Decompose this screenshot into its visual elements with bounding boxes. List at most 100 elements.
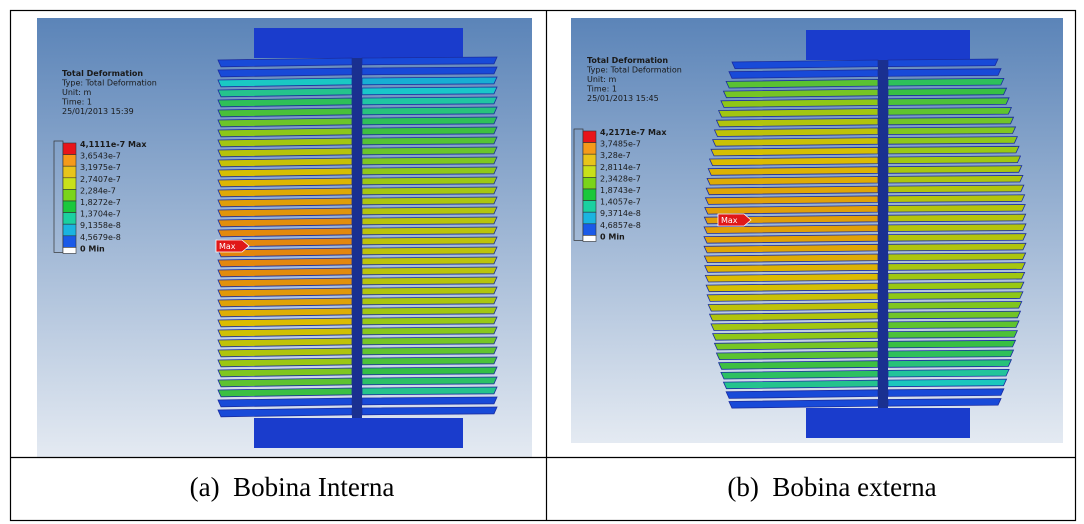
coil-disc <box>887 301 1023 310</box>
legend-swatch <box>582 142 597 155</box>
coil-disc <box>887 204 1026 213</box>
max-label: Max <box>219 242 236 251</box>
coil-disc <box>217 117 353 128</box>
legend-label: 1,8743e-7 <box>600 186 641 195</box>
legend-label: 2,8114e-7 <box>600 163 641 172</box>
coil-disc <box>217 377 353 388</box>
coil-disc <box>361 96 498 106</box>
coil-disc <box>217 67 353 78</box>
legend-label: 1,4057e-7 <box>600 198 641 207</box>
coil-disc <box>887 68 1002 77</box>
legend-swatch <box>582 177 597 190</box>
coil-disc <box>887 165 1023 174</box>
coil-disc <box>887 116 1015 126</box>
coil-disc <box>361 286 498 296</box>
legend-label: 4,1111e-7 Max <box>80 140 147 149</box>
legend-swatch <box>62 142 77 155</box>
coil-disc <box>217 57 353 68</box>
coil-disc <box>887 368 1010 378</box>
coil-disc <box>887 252 1027 261</box>
coil-disc <box>887 320 1020 329</box>
legend-label: 0 Min <box>80 244 105 253</box>
coil-disc <box>361 296 498 306</box>
coil-disc <box>217 277 353 288</box>
legend-swatch <box>582 165 597 178</box>
coil-disc <box>887 291 1024 300</box>
coil-disc <box>361 376 498 386</box>
coil-disc <box>887 398 1002 407</box>
coil-disc <box>361 156 498 166</box>
legend-swatch <box>582 130 597 143</box>
legend-label: 3,7485e-7 <box>600 140 641 149</box>
coil-disc <box>217 217 353 228</box>
legend-label: 4,6857e-8 <box>600 221 641 230</box>
coil-disc <box>217 267 353 278</box>
coil-disc <box>361 86 498 96</box>
coil-disc <box>887 126 1017 135</box>
coil-disc <box>887 262 1026 271</box>
legend-label: 4,2171e-7 Max <box>600 128 667 137</box>
coil-disc <box>887 87 1008 97</box>
coil-core <box>352 58 362 418</box>
coil-disc <box>361 186 498 196</box>
coil-core <box>878 60 888 408</box>
legend-text: Unit: m <box>587 75 617 84</box>
coil-disc <box>217 147 353 158</box>
coil-disc <box>217 307 353 318</box>
coil-disc <box>217 367 353 378</box>
coil-disc <box>361 106 498 116</box>
coil-disc <box>361 146 498 156</box>
coil-disc <box>361 76 498 86</box>
coil-disc <box>217 387 353 398</box>
coil-disc <box>361 246 498 256</box>
legend-swatch <box>582 188 597 201</box>
legend-text: Total Deformation <box>587 56 668 65</box>
coil-disc <box>887 107 1013 116</box>
coil-disc <box>887 378 1008 388</box>
coil-disc <box>887 77 1005 87</box>
legend-swatch <box>62 223 77 237</box>
coil-disc <box>361 216 498 226</box>
coil-disc <box>361 396 498 406</box>
coil-disc <box>361 136 498 146</box>
coil-disc <box>217 227 353 238</box>
coil-disc <box>887 145 1020 155</box>
coil-disc <box>217 157 353 168</box>
max-label: Max <box>721 216 738 225</box>
coil-disc <box>887 359 1013 368</box>
legend-swatch <box>582 200 597 213</box>
legend-text: Type: Total Deformation <box>586 66 682 75</box>
coil-disc <box>217 77 353 88</box>
coil-disc <box>361 336 498 346</box>
coil-disc <box>887 388 1005 397</box>
legend-swatch <box>582 211 597 225</box>
coil-disc <box>887 184 1025 194</box>
coil-disc <box>361 236 498 246</box>
coil-disc <box>361 306 498 316</box>
legend-text: Total Deformation <box>62 69 143 78</box>
coil-disc <box>217 177 353 188</box>
coil-disc <box>217 167 353 178</box>
coil-disc <box>361 366 498 376</box>
legend-text: 25/01/2013 15:39 <box>62 107 134 116</box>
coil-disc <box>217 407 353 418</box>
legend-label: 1,3704e-7 <box>80 210 121 219</box>
coil-disc <box>361 206 498 216</box>
coil-disc <box>217 107 353 118</box>
legend-swatch <box>62 212 77 225</box>
coil-disc <box>217 297 353 308</box>
coil-disc <box>361 276 498 286</box>
coil-disc <box>361 406 498 416</box>
coil-disc <box>887 349 1015 358</box>
legend-swatch <box>582 223 597 236</box>
coil-disc <box>887 339 1017 349</box>
coil-disc <box>217 137 353 148</box>
legend-label: 4,5679e-8 <box>80 233 121 242</box>
coil-end <box>806 30 970 60</box>
legend-text: Unit: m <box>62 88 92 97</box>
coil-disc <box>217 347 353 358</box>
coil-disc <box>217 187 353 198</box>
coil-disc <box>361 226 498 236</box>
legend-swatch <box>62 247 77 254</box>
